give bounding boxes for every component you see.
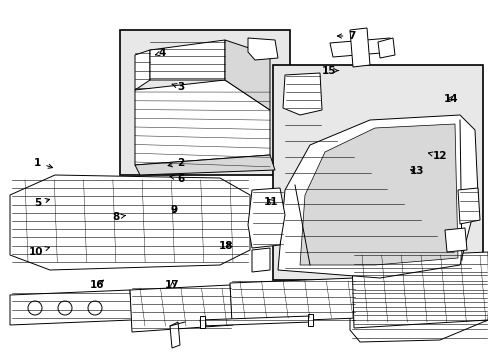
Text: 8: 8 xyxy=(113,212,125,222)
Text: 3: 3 xyxy=(172,82,184,92)
Text: 12: 12 xyxy=(427,151,446,161)
Polygon shape xyxy=(247,188,285,248)
Polygon shape xyxy=(150,40,224,80)
Text: 1: 1 xyxy=(34,158,52,168)
Polygon shape xyxy=(130,285,232,332)
Polygon shape xyxy=(351,252,488,328)
Polygon shape xyxy=(229,278,356,323)
Text: 17: 17 xyxy=(165,280,180,290)
Text: 6: 6 xyxy=(170,174,184,184)
Text: 2: 2 xyxy=(168,158,184,168)
Polygon shape xyxy=(349,28,369,67)
Circle shape xyxy=(88,301,102,315)
Polygon shape xyxy=(135,155,274,175)
Polygon shape xyxy=(377,38,394,58)
Text: 13: 13 xyxy=(408,166,423,176)
Polygon shape xyxy=(278,115,477,278)
Text: 15: 15 xyxy=(321,66,338,76)
Text: 10: 10 xyxy=(28,247,49,257)
Bar xyxy=(272,65,482,280)
Polygon shape xyxy=(170,322,180,348)
Polygon shape xyxy=(251,248,269,272)
Polygon shape xyxy=(247,38,278,60)
Polygon shape xyxy=(457,188,479,224)
Polygon shape xyxy=(349,270,487,342)
Polygon shape xyxy=(299,124,457,265)
Polygon shape xyxy=(444,228,466,252)
Polygon shape xyxy=(10,290,132,325)
Text: 4: 4 xyxy=(155,48,166,58)
Polygon shape xyxy=(224,40,269,110)
Polygon shape xyxy=(10,175,249,270)
Text: 9: 9 xyxy=(170,204,177,215)
Polygon shape xyxy=(283,73,321,115)
Text: 5: 5 xyxy=(34,198,49,208)
Polygon shape xyxy=(200,316,310,326)
Polygon shape xyxy=(329,38,392,57)
Polygon shape xyxy=(200,316,204,328)
Text: 11: 11 xyxy=(264,197,278,207)
Text: 16: 16 xyxy=(89,280,104,290)
Text: 14: 14 xyxy=(443,94,458,104)
Text: 7: 7 xyxy=(337,31,355,41)
Circle shape xyxy=(28,301,42,315)
Polygon shape xyxy=(135,80,269,165)
Text: 18: 18 xyxy=(218,240,233,251)
Polygon shape xyxy=(135,50,150,90)
Polygon shape xyxy=(307,314,312,326)
Circle shape xyxy=(58,301,72,315)
Bar xyxy=(120,30,289,175)
